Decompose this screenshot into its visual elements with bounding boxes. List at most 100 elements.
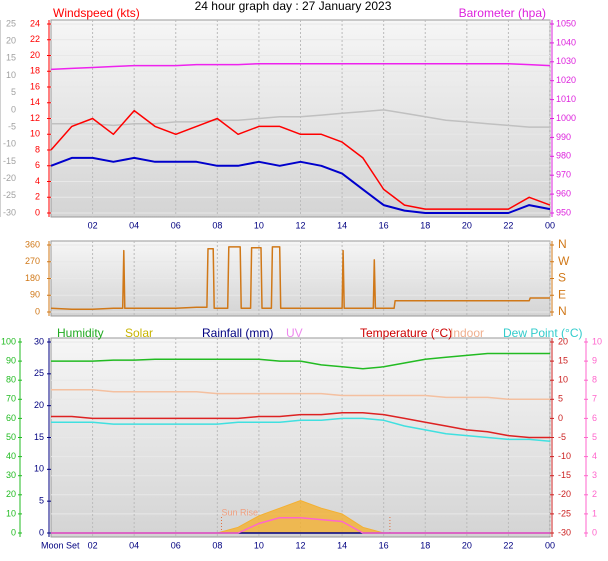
y-tick-label: 100: [1, 336, 16, 346]
y-tick-label: 2: [592, 489, 597, 499]
y-tick-label: E: [558, 287, 566, 301]
y-tick-label: -15: [558, 470, 571, 480]
y-tick-label: 15: [558, 355, 568, 365]
y-tick-label: 90: [30, 290, 40, 300]
x-tick-label: 10: [254, 540, 264, 550]
y-tick-label: 1000: [556, 113, 576, 123]
y-tick-label: S: [558, 271, 566, 285]
y-tick-label: 1010: [556, 94, 576, 104]
x-tick-label: 16: [379, 220, 389, 230]
annotation: Sun Rise: [221, 507, 258, 517]
y-tick-label: -30: [3, 207, 16, 217]
y-tick-label: 20: [6, 489, 16, 499]
x-tick-label: 00: [545, 540, 555, 550]
y-tick-label: 1: [592, 508, 597, 518]
y-tick-label: 16: [30, 81, 40, 91]
y-tick-label: 5: [558, 394, 563, 404]
y-tick-label: 0: [11, 104, 16, 114]
y-tick-label: 0: [592, 527, 597, 537]
y-tick-label: 0: [35, 306, 40, 316]
y-tick-label: 8: [35, 144, 40, 154]
y-tick-label: 9: [592, 355, 597, 365]
y-tick-label: 1040: [556, 37, 576, 47]
x-tick-label: 22: [503, 220, 513, 230]
y-tick-label: 0: [39, 527, 44, 537]
y-tick-label: 1020: [556, 75, 576, 85]
y-tick-label: 960: [556, 188, 571, 198]
y-tick-label: N: [558, 304, 567, 318]
x-tick-label: 18: [420, 220, 430, 230]
y-tick-label: 20: [6, 36, 16, 46]
line: [50, 109, 551, 210]
legend-entry: Humidity: [57, 326, 104, 340]
y-tick-label: 10: [592, 336, 602, 346]
x-tick-label: 02: [88, 540, 98, 550]
y-tick-label: -20: [3, 173, 16, 183]
y-tick-label: -10: [3, 139, 16, 149]
y-tick-label: 20: [558, 336, 568, 346]
y-tick-label: N: [558, 237, 567, 251]
y-tick-label: 990: [556, 132, 571, 142]
y-tick-label: 2: [35, 192, 40, 202]
y-tick-label: 22: [30, 34, 40, 44]
line: [50, 62, 551, 71]
x-tick-label: 00: [545, 220, 555, 230]
y-tick-label: -15: [3, 156, 16, 166]
y-tick-label: -5: [8, 121, 16, 131]
y-tick-label: 7: [592, 394, 597, 404]
x-tick-label: 14: [337, 220, 347, 230]
line: [50, 246, 550, 310]
line: [51, 389, 550, 401]
y-tick-label: 950: [556, 207, 571, 217]
x-tick-label: 20: [462, 220, 472, 230]
line: [51, 352, 550, 370]
y-tick-label: -30: [558, 527, 571, 537]
x-tick-label: 20: [462, 540, 472, 550]
y-tick-label: 270: [25, 256, 40, 266]
y-tick-label: W: [558, 254, 570, 268]
y-tick-label: 0: [11, 527, 16, 537]
legend-entry: Rainfall (mm): [202, 326, 273, 340]
y-tick-label: 20: [34, 400, 44, 410]
legend-entry: Temperature (°C): [360, 326, 452, 340]
x-tick-label: 04: [129, 540, 139, 550]
y-tick-label: 70: [6, 394, 16, 404]
y-tick-label: 180: [25, 273, 40, 283]
y-tick-label: 6: [35, 160, 40, 170]
y2-axis-label: Barometer (hpa): [459, 6, 546, 20]
x-tick-label: 10: [254, 220, 264, 230]
line: [51, 417, 551, 443]
y-tick-label: 10: [6, 70, 16, 80]
x-tick-label: 22: [503, 540, 513, 550]
x-tick-label: 14: [337, 540, 347, 550]
legend-entry: UV: [286, 326, 303, 340]
line: [51, 411, 550, 439]
y-tick-label: 10: [34, 464, 44, 474]
y-tick-label: 360: [25, 239, 40, 249]
y-tick-label: 0: [558, 413, 563, 423]
x-tick-label: 06: [171, 220, 181, 230]
legend-entry: Indoor: [450, 326, 484, 340]
y-tick-label: 5: [592, 432, 597, 442]
y-tick-label: 4: [592, 451, 597, 461]
y-tick-label: 15: [34, 432, 44, 442]
y-tick-label: -25: [558, 508, 571, 518]
y-tick-label: 1050: [556, 18, 576, 28]
x-tick-label: 02: [88, 220, 98, 230]
x-tick-label: 16: [379, 540, 389, 550]
y-tick-label: 30: [34, 336, 44, 346]
x-tick-label: 08: [212, 220, 222, 230]
y-tick-label: 24: [30, 18, 40, 28]
legend-entry: Dew Point (°C): [503, 326, 582, 340]
x-tick-label: 04: [129, 220, 139, 230]
y-tick-label: 8: [592, 375, 597, 385]
y-axis-label: Windspeed (kts): [53, 6, 140, 20]
y-tick-label: 5: [39, 496, 44, 506]
y-tick-label: 6: [592, 413, 597, 423]
annotation: Moon Set: [41, 540, 80, 550]
line: [51, 516, 550, 534]
y-tick-label: 20: [30, 50, 40, 60]
y-tick-label: 980: [556, 151, 571, 161]
y-tick-label: 60: [6, 413, 16, 423]
